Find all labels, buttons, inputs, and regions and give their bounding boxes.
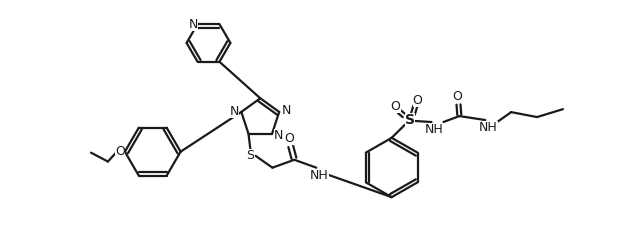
Text: NH: NH [310,169,328,182]
Text: S: S [246,149,255,162]
Text: O: O [284,132,294,144]
Text: NH: NH [425,123,444,137]
Text: N: N [189,17,198,31]
Text: N: N [282,105,291,117]
Text: N: N [275,129,284,141]
Text: NH: NH [479,122,498,135]
Text: N: N [230,106,239,118]
Text: O: O [413,94,422,107]
Text: O: O [452,90,462,103]
Text: S: S [404,113,415,127]
Text: O: O [391,100,401,113]
Text: O: O [115,145,125,158]
